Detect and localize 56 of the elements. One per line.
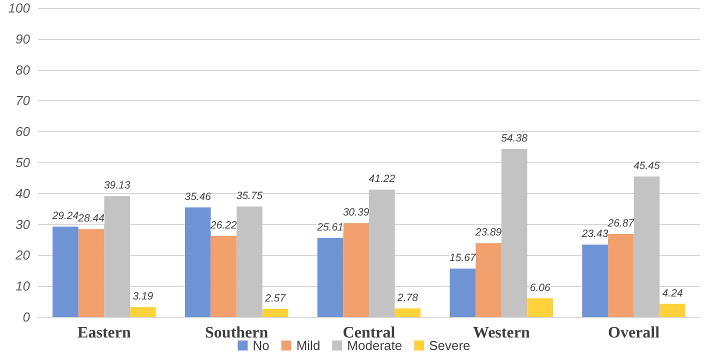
data-label: 39.13 [104, 180, 130, 192]
y-tick-label: 100 [8, 0, 31, 16]
data-label: 35.46 [184, 190, 212, 203]
y-tick-label: 90 [16, 31, 31, 46]
bar [317, 238, 344, 317]
bar [262, 309, 288, 317]
data-label: 2.78 [396, 292, 418, 304]
bar [210, 236, 237, 317]
bar [501, 148, 528, 317]
bar [608, 234, 634, 317]
legend-label: Severe [429, 338, 470, 353]
bar [634, 176, 660, 317]
bar [660, 304, 686, 317]
data-label: 4.24 [662, 287, 683, 300]
bar [104, 196, 130, 317]
legend-label: Mild [296, 338, 320, 353]
data-label: 23.43 [580, 228, 608, 240]
bar [130, 307, 156, 317]
data-label: 45.45 [634, 160, 660, 172]
bar [582, 244, 608, 317]
y-tick-label: 20 [14, 248, 31, 263]
data-label: 3.19 [132, 290, 154, 303]
y-tick-label: 30 [16, 216, 31, 232]
y-tick-label: 80 [16, 62, 31, 78]
bar [236, 206, 262, 317]
bar [52, 226, 78, 317]
y-tick-label: 50 [16, 155, 31, 170]
y-tick-label: 40 [16, 186, 31, 201]
bar [369, 190, 395, 317]
data-label: 15.67 [450, 252, 477, 264]
y-tick-label: 10 [16, 278, 31, 294]
bar [394, 308, 421, 317]
data-label: 35.75 [236, 190, 263, 202]
y-tick-label: 60 [16, 124, 31, 140]
bar [450, 268, 476, 317]
x-tick-label: Western [472, 324, 530, 342]
data-label: 26.87 [606, 217, 636, 230]
data-label: 41.22 [368, 173, 396, 186]
data-label: 25.61 [316, 221, 344, 234]
data-label: 29.24 [51, 210, 79, 222]
data-label: 30.39 [342, 206, 370, 219]
x-tick-label: Eastern [78, 324, 131, 342]
data-label: 23.89 [474, 226, 502, 239]
data-label: 54.38 [501, 132, 528, 144]
data-label: 28.44 [77, 212, 105, 225]
x-tick-label: Overall [608, 324, 660, 342]
bar [476, 243, 502, 317]
y-tick-label: 0 [22, 310, 31, 324]
bar [78, 229, 104, 317]
bar [527, 298, 554, 317]
y-tick-label: 70 [16, 93, 31, 108]
bar [343, 223, 369, 317]
data-label: 26.22 [210, 219, 237, 232]
bar [184, 207, 211, 317]
data-label: 2.57 [264, 292, 287, 305]
data-label: 6.06 [530, 282, 551, 294]
